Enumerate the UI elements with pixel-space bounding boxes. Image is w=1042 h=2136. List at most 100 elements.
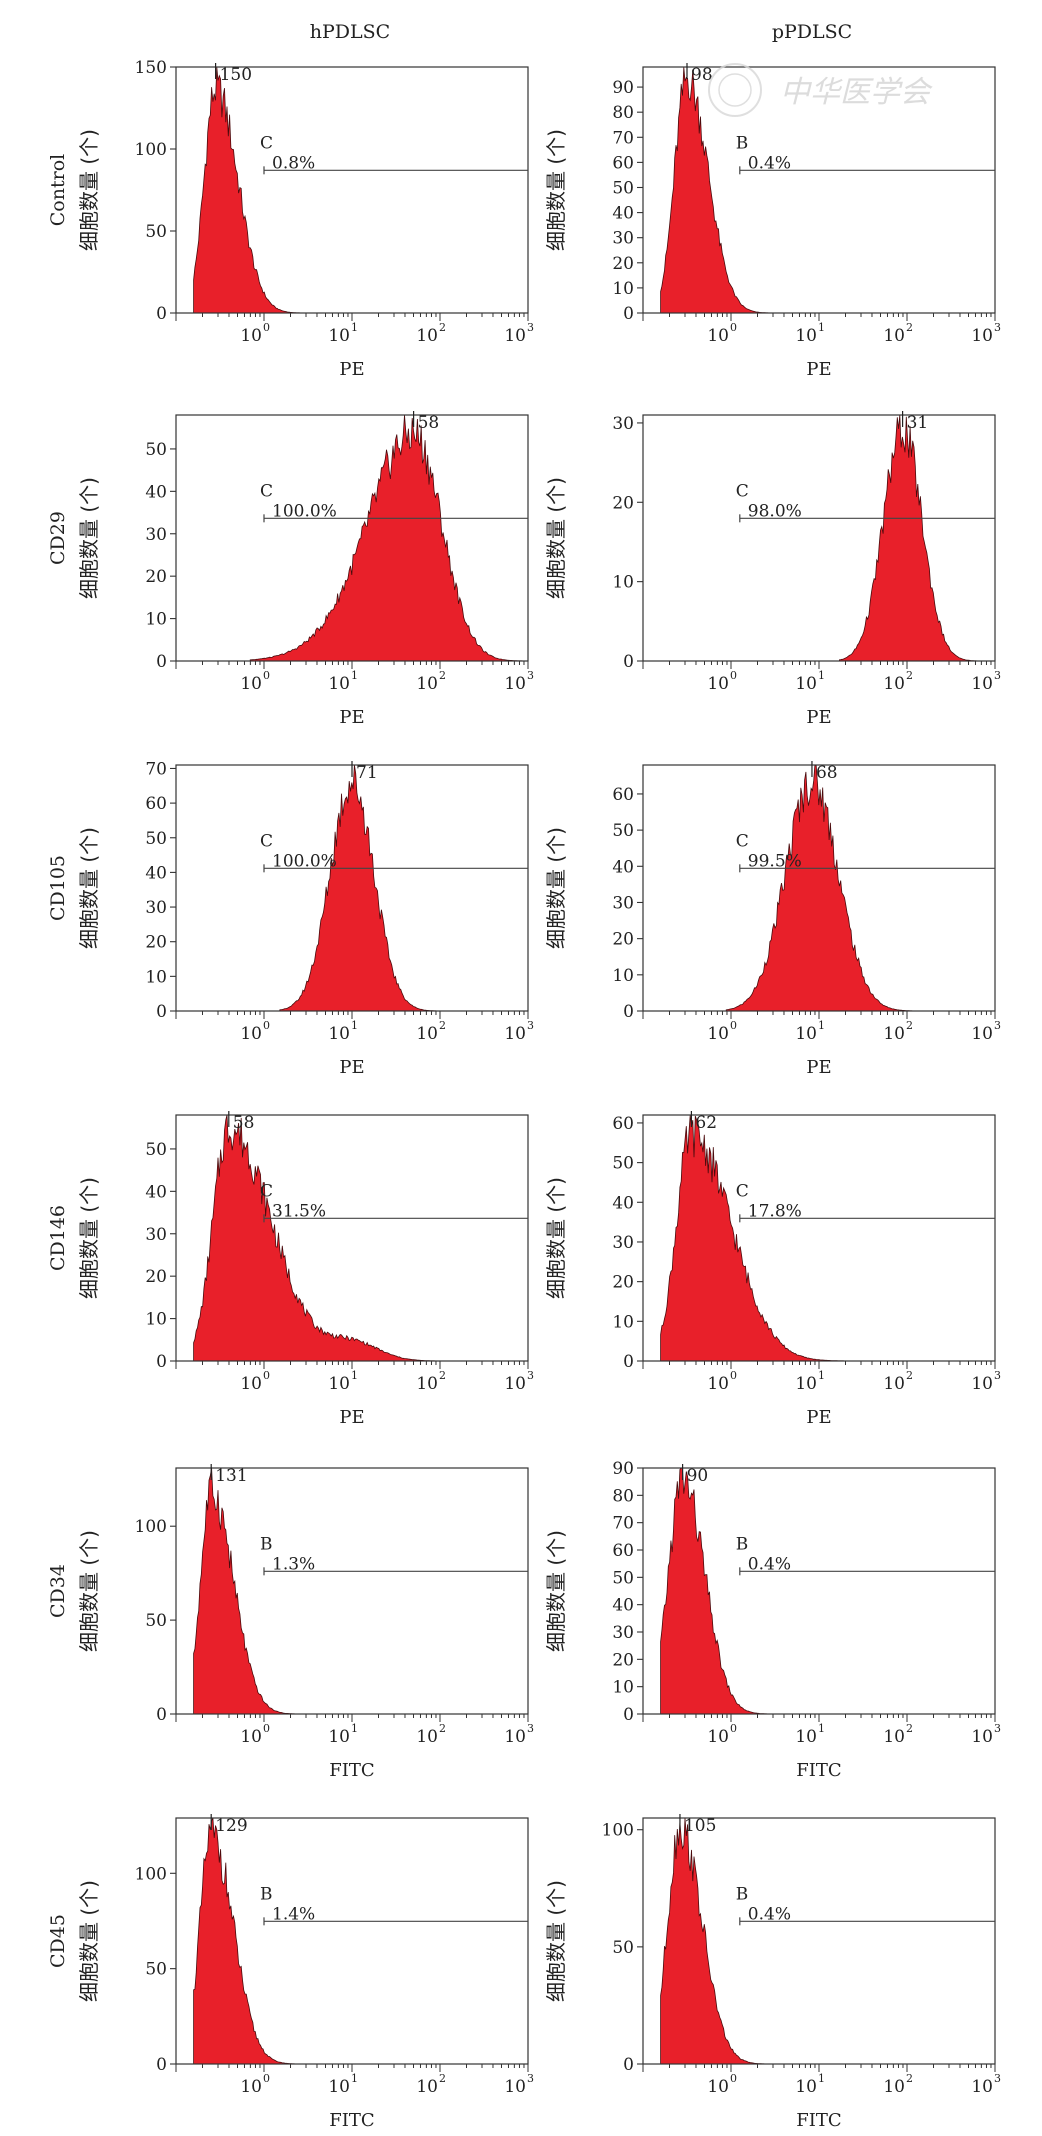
x-tick-label: 10 [971, 1374, 993, 1394]
gate-percent: 1.3% [272, 1554, 315, 1574]
x-tick-label: 10 [504, 1024, 526, 1044]
x-tick-exponent: 0 [263, 1722, 270, 1735]
gate-percent: 0.8% [272, 153, 315, 173]
x-axis-label: PE [806, 1407, 831, 1428]
y-tick-label: 150 [135, 58, 167, 78]
x-axis-label: FITC [329, 1760, 374, 1781]
x-tick-label: 10 [883, 326, 905, 346]
y-tick-label: 50 [612, 1938, 634, 1958]
x-tick-exponent: 3 [994, 1722, 1001, 1735]
x-tick-exponent: 3 [527, 1722, 534, 1735]
y-tick-label: 60 [612, 153, 634, 173]
y-tick-label: 0 [156, 652, 167, 672]
y-tick-label: 0 [623, 652, 634, 672]
y-tick-label: 40 [145, 1182, 167, 1202]
y-tick-label: 0 [623, 304, 634, 324]
gate-letter: C [260, 831, 273, 851]
y-tick-label: 40 [612, 857, 634, 877]
watermark-logo: 中华医学会 [708, 63, 933, 117]
y-tick-label: 50 [612, 178, 634, 198]
row-label-control: Control [47, 154, 69, 226]
gate-letter: C [260, 133, 273, 153]
x-tick-exponent: 3 [527, 321, 534, 334]
row-label-cd29: CD29 [47, 511, 69, 565]
x-tick-exponent: 3 [994, 1369, 1001, 1382]
y-tick-label: 50 [612, 1568, 634, 1588]
x-tick-label: 10 [504, 674, 526, 694]
x-tick-label: 10 [416, 2077, 438, 2097]
peak-label: 58 [418, 413, 440, 433]
x-axis-label: FITC [796, 1760, 841, 1781]
y-tick-label: 10 [612, 573, 634, 593]
x-tick-exponent: 3 [994, 1019, 1001, 1032]
y-tick-label: 20 [145, 567, 167, 587]
x-tick-label: 10 [707, 1024, 729, 1044]
peak-label: 90 [687, 1466, 709, 1486]
x-axis-label: PE [339, 707, 364, 728]
x-tick-label: 10 [795, 1727, 817, 1747]
y-tick-label: 90 [612, 78, 634, 98]
gate-percent: 98.0% [748, 501, 802, 521]
x-tick-label: 10 [707, 674, 729, 694]
histogram-area [193, 1817, 528, 2065]
y-tick-label: 40 [145, 863, 167, 883]
y-tick-label: 20 [145, 1267, 167, 1287]
gate-letter: C [736, 831, 749, 851]
x-tick-exponent: 0 [730, 1722, 737, 1735]
x-tick-label: 10 [971, 1024, 993, 1044]
y-tick-label: 30 [612, 229, 634, 249]
y-tick-label: 10 [612, 279, 634, 299]
x-tick-label: 10 [707, 1374, 729, 1394]
gate-percent: 0.4% [748, 1904, 791, 1924]
x-axis-label: PE [806, 1057, 831, 1078]
y-tick-label: 10 [612, 966, 634, 986]
y-tick-label: 0 [623, 1002, 634, 1022]
y-axis-label: 细胞数量 (个) [77, 827, 101, 949]
gate-letter: C [736, 1181, 749, 1201]
x-tick-exponent: 0 [263, 321, 270, 334]
gate-percent: 0.4% [748, 1554, 791, 1574]
watermark-seal-icon [708, 63, 762, 117]
x-tick-label: 10 [971, 1727, 993, 1747]
x-tick-exponent: 0 [263, 1369, 270, 1382]
gate-percent: 0.4% [748, 153, 791, 173]
gate-percent: 100.0% [272, 501, 337, 521]
y-axis-label: 细胞数量 (个) [77, 1880, 101, 2002]
x-tick-label: 10 [328, 2077, 350, 2097]
peak-label: 58 [233, 1113, 255, 1133]
row-label-cd45: CD45 [47, 1914, 69, 1968]
y-tick-label: 40 [145, 482, 167, 502]
gate-percent: 31.5% [272, 1201, 326, 1221]
x-tick-label: 10 [504, 326, 526, 346]
peak-label: 71 [356, 763, 378, 783]
row-label-cd146: CD146 [47, 1205, 69, 1271]
x-tick-exponent: 1 [351, 2072, 358, 2085]
y-tick-label: 80 [612, 103, 634, 123]
gate-percent: 1.4% [272, 1904, 315, 1924]
x-tick-label: 10 [971, 2077, 993, 2097]
x-tick-exponent: 3 [994, 669, 1001, 682]
x-tick-label: 10 [504, 2077, 526, 2097]
row-label-cd105: CD105 [47, 855, 69, 921]
x-tick-exponent: 2 [906, 321, 913, 334]
x-tick-exponent: 1 [351, 1722, 358, 1735]
x-tick-label: 10 [795, 674, 817, 694]
x-tick-label: 10 [707, 2077, 729, 2097]
y-axis-label: 细胞数量 (个) [544, 1880, 568, 2002]
plot-frame [642, 414, 996, 662]
y-axis-label: 细胞数量 (个) [544, 827, 568, 949]
gate-percent: 100.0% [272, 851, 337, 871]
x-tick-exponent: 2 [906, 669, 913, 682]
y-tick-label: 60 [145, 794, 167, 814]
x-tick-exponent: 0 [730, 669, 737, 682]
x-tick-label: 10 [504, 1374, 526, 1394]
x-tick-exponent: 2 [906, 2072, 913, 2085]
x-tick-label: 10 [328, 1727, 350, 1747]
y-tick-label: 50 [145, 829, 167, 849]
